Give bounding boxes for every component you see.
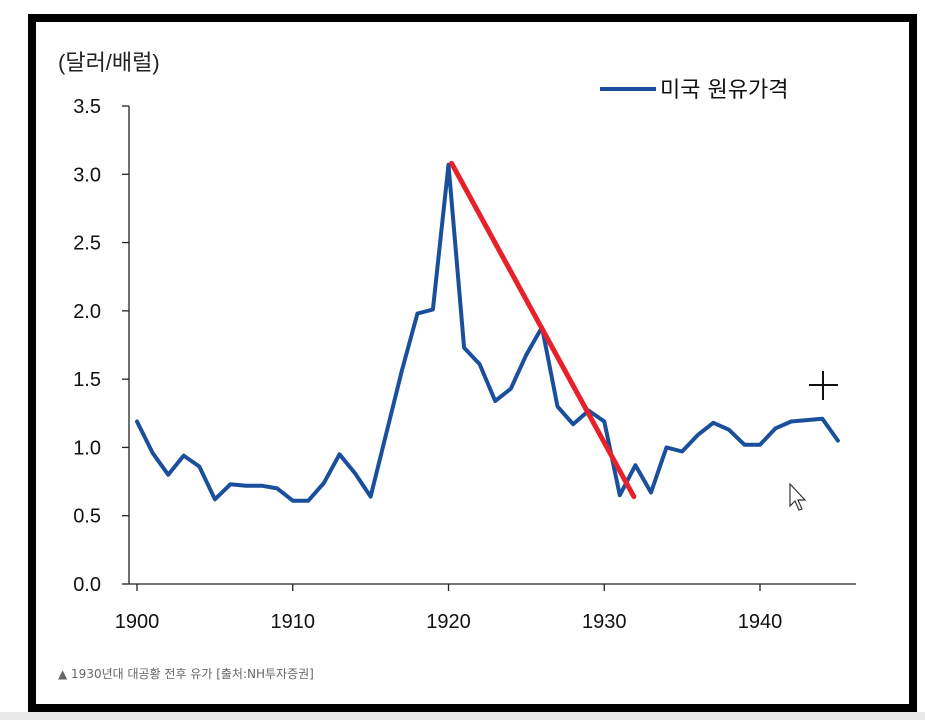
bottom-strip <box>0 712 925 720</box>
y-tick-label: 1.5 <box>73 369 101 391</box>
x-axis: 1900 1910 1920 1930 1940 <box>115 584 783 633</box>
source-caption: ▲ 1930년대 대공황 전후 유가 [출처:NH투자증권] <box>58 667 314 681</box>
x-tick-label: 1930 <box>582 611 627 633</box>
x-tick-label: 1920 <box>426 611 471 633</box>
plot-area <box>128 106 856 585</box>
y-tick-label: 3.0 <box>73 164 101 186</box>
y-tick-label: 0.0 <box>73 574 101 596</box>
y-tick-label: 1.0 <box>73 437 101 459</box>
legend: 미국 원유가격 <box>600 78 788 103</box>
mouse-pointer-icon <box>789 482 807 511</box>
x-tick-label: 1940 <box>738 611 783 633</box>
legend-label: 미국 원유가격 <box>660 78 788 103</box>
series-line-us-crude-price <box>135 162 840 503</box>
y-tick-label: 0.5 <box>73 506 101 528</box>
y-tick-label: 3.5 <box>73 96 101 118</box>
crosshair-cursor-icon <box>809 371 838 400</box>
y-axis-label: (달러/배럴) <box>58 50 160 75</box>
x-tick-label: 1900 <box>115 611 160 633</box>
chart-frame <box>28 14 917 712</box>
y-tick-label: 2.0 <box>73 301 101 323</box>
y-tick-label: 2.5 <box>73 233 101 255</box>
y-axis: 0.0 0.5 1.0 1.5 2.0 2.5 3.0 3.5 <box>73 96 129 596</box>
x-tick-label: 1910 <box>271 611 316 633</box>
red-trend-annotation-line <box>449 160 637 500</box>
